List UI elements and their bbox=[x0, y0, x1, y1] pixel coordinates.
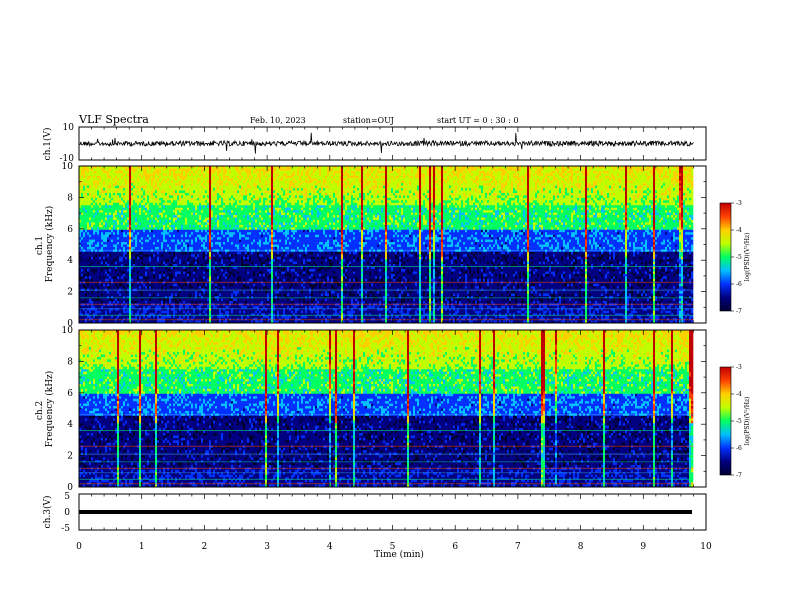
x-tick-label: 2 bbox=[202, 542, 208, 552]
x-tick-label: 6 bbox=[452, 542, 458, 552]
colorbar-tick-label: -4 bbox=[736, 391, 742, 398]
x-tick-label: 9 bbox=[640, 542, 646, 552]
colorbar-tick-label: -3 bbox=[736, 364, 742, 371]
ch2-spectrogram-ytick-label: 2 bbox=[67, 452, 73, 462]
colorbar-tick-label: -5 bbox=[736, 418, 742, 425]
x-tick-label: 3 bbox=[264, 542, 270, 552]
colorbar-ch1-label: log(PSD)(V²/Hz) bbox=[744, 233, 751, 282]
colorbar-tick-label: -6 bbox=[736, 281, 742, 288]
date-label: Feb. 10, 2023 bbox=[250, 116, 306, 125]
x-axis-label: Time (min) bbox=[374, 549, 424, 560]
colorbar-tick-label: -4 bbox=[736, 227, 742, 234]
x-tick-label: 10 bbox=[700, 542, 712, 552]
colorbar-ch1-gradient bbox=[720, 203, 731, 311]
ch2-spectrogram-ytick-label: 6 bbox=[67, 389, 73, 399]
ch1-spectrogram-ytick-label: 10 bbox=[62, 162, 74, 172]
ch1-spectrogram-ytick-label: 6 bbox=[67, 225, 73, 235]
ch3-waveform-line bbox=[79, 510, 692, 514]
colorbar-ch1: -3 -4 -5 -6 -7 log(PSD)(V²/Hz) bbox=[720, 200, 751, 315]
x-tick-label: 8 bbox=[578, 542, 584, 552]
colorbar-tick-label: -3 bbox=[736, 200, 742, 207]
ch1-spectrogram-ytick-label: 4 bbox=[67, 256, 73, 266]
ch2-spectrogram-ytick-label: 8 bbox=[67, 357, 73, 367]
ch1-spectrogram-ylabel: ch.1 Frequency (kHz) bbox=[35, 206, 55, 283]
ch3-ytick-bottom: -5 bbox=[61, 524, 70, 534]
ch1-ytick-top: 10 bbox=[63, 123, 75, 133]
colorbar-ch2-label: log(PSD)(V²/Hz) bbox=[744, 397, 751, 446]
colorbar-tick-label: -7 bbox=[736, 308, 742, 315]
colorbar-tick-label: -7 bbox=[736, 472, 742, 479]
ch3-ytick-top: 5 bbox=[64, 492, 70, 502]
ch1-waveform-panel: 10 -10 ch.1(V) bbox=[42, 123, 706, 164]
x-tick-label: 4 bbox=[327, 542, 333, 552]
figure-title: VLF Spectra bbox=[78, 113, 149, 126]
x-tick-label: 0 bbox=[76, 542, 82, 552]
colorbar-ch2: -3 -4 -5 -6 -7 log(PSD)(V²/Hz) bbox=[720, 364, 751, 479]
ch1-spectrogram-image bbox=[79, 166, 693, 323]
ch1-waveform-ylabel: ch.1(V) bbox=[42, 128, 53, 161]
ch2-spectrogram-image bbox=[79, 330, 693, 487]
colorbar-tick-label: -5 bbox=[736, 254, 742, 261]
station-label: station=OUJ bbox=[343, 116, 394, 125]
start-time-label: start UT = 0 : 30 : 0 bbox=[437, 116, 518, 125]
x-tick-label: 7 bbox=[515, 542, 521, 552]
ch1-spectrogram-ytick-label: 8 bbox=[67, 193, 73, 203]
colorbar-tick-label: -6 bbox=[736, 445, 742, 452]
ch3-waveform-ylabel: ch.3(V) bbox=[42, 496, 53, 529]
colorbar-ch2-gradient bbox=[720, 367, 731, 475]
ch3-ytick-mid: 0 bbox=[64, 508, 70, 518]
ch3-waveform-panel: 5 0 -5 ch.3(V) bbox=[42, 492, 706, 534]
ch1-spectrogram-ytick-label: 2 bbox=[67, 288, 73, 298]
ch2-spectrogram-ytick-label: 10 bbox=[62, 326, 74, 336]
x-tick-label: 1 bbox=[139, 542, 145, 552]
ch2-spectrogram-ytick-label: 4 bbox=[67, 420, 73, 430]
ch2-spectrogram-ylabel: ch.2 Frequency (kHz) bbox=[35, 371, 55, 448]
